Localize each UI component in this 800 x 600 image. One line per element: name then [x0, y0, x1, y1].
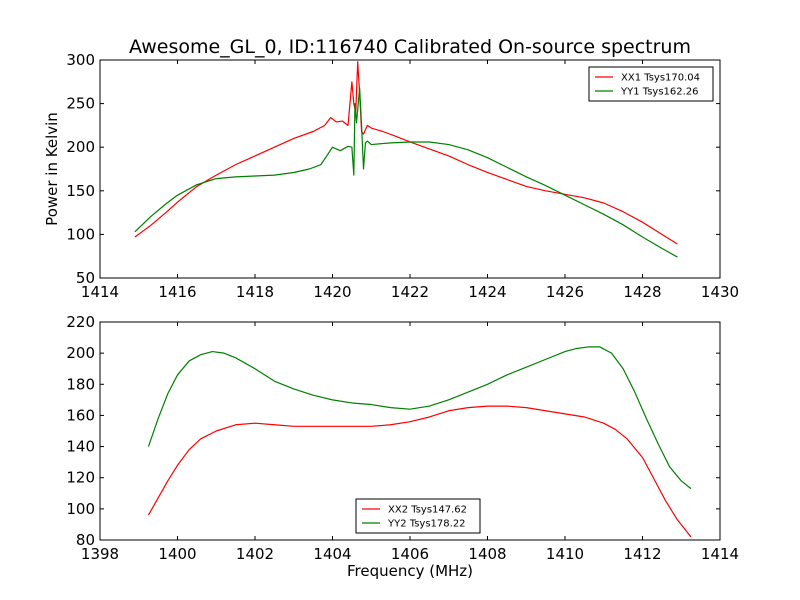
x-tick-label: 1430: [701, 283, 739, 301]
x-tick-label: 1412: [623, 545, 661, 563]
bottom-spectrum-plot: 1398 1400 1402 1404 1406 1408 1410 1412 1414 80 10…: [66, 313, 739, 580]
figure-title: Awesome_GL_0, ID:116740 Calibrated On-so…: [129, 36, 691, 58]
y-tick-label: 140: [66, 438, 95, 456]
y-tick-label: 100: [66, 225, 95, 243]
legend-box: [355, 498, 481, 534]
x-tick-label: 1420: [313, 283, 351, 301]
y-tick-label: 220: [66, 313, 95, 331]
y-tick-label: 200: [66, 344, 95, 362]
x-tick-label: 1414: [81, 283, 119, 301]
y-tick-label: 160: [66, 406, 95, 424]
x-tick-label: 1424: [468, 283, 506, 301]
y-tick-label: 50: [76, 269, 95, 287]
legend-box: [588, 66, 714, 102]
legend: XX2 Tsys147.62 YY2 Tsys178.22: [355, 498, 481, 534]
series-line-1-2: [134, 87, 678, 258]
y-tick-label: 100: [66, 500, 95, 518]
top-spectrum-plot: 1414 1416 1418 1420 1422 1424 1426 1428 1430 50 10…: [43, 51, 739, 301]
legend: XX1 Tsys170.04 YY1 Tsys162.26: [588, 66, 714, 102]
x-tick-label: 1422: [391, 283, 429, 301]
x-tick-label: 1400: [158, 545, 196, 563]
x-tick-label: 1418: [236, 283, 274, 301]
y-tick-label: 250: [66, 95, 95, 113]
y-tick-label: 80: [76, 531, 95, 549]
legend-label: YY2 Tsys178.22: [387, 519, 466, 530]
x-tick-label: 1398: [81, 545, 119, 563]
x-tick-label: 1406: [391, 545, 429, 563]
x-tick-label: 1416: [158, 283, 196, 301]
y-tick-label: 180: [66, 375, 95, 393]
x-tick-label: 1414: [701, 545, 739, 563]
legend-label: XX1 Tsys170.04: [621, 73, 700, 84]
y-tick-label: 300: [66, 51, 95, 69]
y-tick-label: 200: [66, 138, 95, 156]
y-tick-label: 150: [66, 182, 95, 200]
x-tick-label: 1408: [468, 545, 506, 563]
series-line-2-1: [147, 405, 692, 538]
x-axis-label: Frequency (MHz): [347, 562, 473, 580]
legend-label: XX2 Tsys147.62: [388, 505, 467, 516]
x-tick-label: 1410: [546, 545, 584, 563]
x-tick-label: 1428: [623, 283, 661, 301]
series-line-2-2: [147, 346, 692, 490]
x-tick-label: 1426: [546, 283, 584, 301]
x-tick-label: 1402: [236, 545, 274, 563]
legend-label: YY1 Tsys162.26: [620, 87, 699, 98]
y-axis-label: Power in Kelvin: [43, 112, 61, 226]
x-tick-label: 1404: [313, 545, 351, 563]
y-tick-label: 120: [66, 469, 95, 487]
